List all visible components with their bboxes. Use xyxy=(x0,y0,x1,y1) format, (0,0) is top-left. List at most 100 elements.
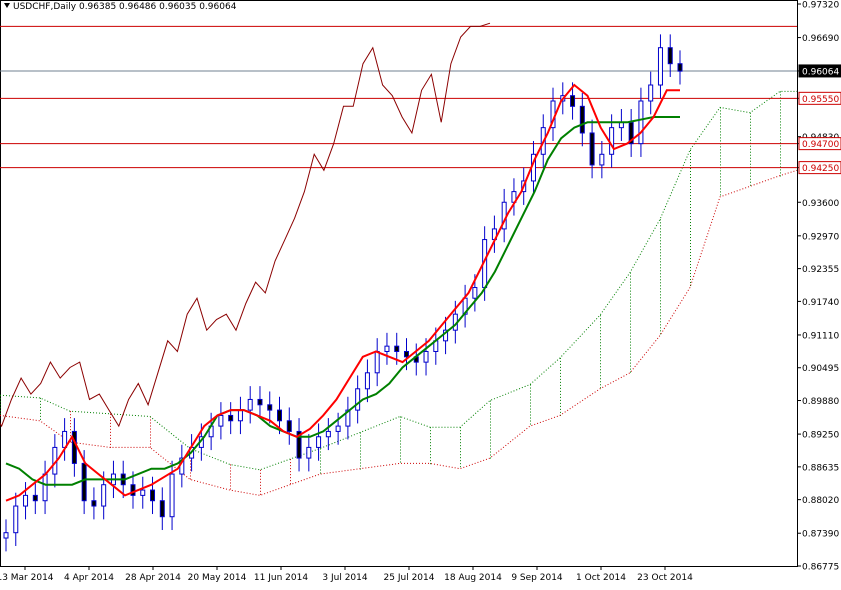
candle-body xyxy=(286,420,292,432)
kumo-dot xyxy=(660,246,661,248)
kumo-dot xyxy=(230,482,231,484)
kumo-dot xyxy=(560,375,561,377)
senkou-span-b-line xyxy=(0,169,798,496)
kumo-dot xyxy=(750,118,751,120)
kumo-dot xyxy=(720,131,721,133)
kumo-dot xyxy=(230,488,231,490)
kumo-dot xyxy=(690,165,691,167)
chart-title: USDCHF,Daily 0.96385 0.96486 0.96035 0.9… xyxy=(4,2,236,12)
kumo-dot xyxy=(690,162,691,164)
kumo-dot xyxy=(70,432,71,434)
candle-body xyxy=(648,84,654,102)
kumo-dot xyxy=(290,471,291,473)
kumo-dot xyxy=(460,439,461,441)
kumo-dot xyxy=(690,153,691,155)
kumo-dot xyxy=(150,431,151,433)
kumo-dot xyxy=(660,306,661,308)
kumo-dot xyxy=(430,460,431,462)
kumo-dot xyxy=(690,285,691,287)
x-tick-label: 9 Sep 2014 xyxy=(511,573,563,583)
kumo-dot xyxy=(720,119,721,121)
kumo-dot xyxy=(70,423,71,425)
candle-body xyxy=(638,100,644,145)
kumo-dot xyxy=(690,210,691,212)
y-tick-label: 0.94250 xyxy=(802,164,839,174)
kumo-dot xyxy=(530,417,531,419)
candle-body xyxy=(609,127,615,155)
candle-body xyxy=(71,430,77,464)
kumo-dot xyxy=(530,411,531,413)
kumo-dot xyxy=(660,237,661,239)
kumo-dot xyxy=(630,287,631,289)
kumo-dot xyxy=(660,264,661,266)
kumo-dot xyxy=(660,273,661,275)
kumo-dot xyxy=(750,145,751,147)
kumo-dot xyxy=(600,354,601,356)
kumo-dot xyxy=(260,472,261,474)
kumo-dot xyxy=(530,402,531,404)
kumo-dot xyxy=(690,177,691,179)
candle-body xyxy=(472,287,478,299)
kumo-dot xyxy=(40,397,41,399)
kumo-dot xyxy=(780,121,781,123)
price-label-box xyxy=(798,161,841,175)
kumo-dot xyxy=(260,493,261,495)
y-tick-label: 0.91740 xyxy=(802,298,839,308)
kumo-dot xyxy=(490,418,491,420)
candle-body xyxy=(32,494,38,502)
kumo-dot xyxy=(600,381,601,383)
kumo-dot xyxy=(530,420,531,422)
kumo-dot xyxy=(320,463,321,465)
kumo-dot xyxy=(430,430,431,432)
kumo-dot xyxy=(690,267,691,269)
kumo-dot xyxy=(630,350,631,352)
kumo-dot xyxy=(690,246,691,248)
kumo-dot xyxy=(110,431,111,433)
candle-body xyxy=(3,532,9,539)
kumo-dot xyxy=(490,412,491,414)
kumo-dot xyxy=(400,428,401,430)
kumo-dot xyxy=(600,315,601,317)
kumo-dot xyxy=(780,100,781,102)
kumo-dot xyxy=(490,406,491,408)
x-tick-label: 20 May 2014 xyxy=(188,573,247,583)
kumo-dot xyxy=(660,309,661,311)
kumo-dot xyxy=(750,178,751,180)
kumo-dot xyxy=(560,384,561,386)
kumo-dot xyxy=(110,419,111,421)
kumo-dot xyxy=(720,179,721,181)
kumo-dot xyxy=(660,222,661,224)
kumo-dot xyxy=(0,407,1,409)
kumo-dot xyxy=(780,127,781,129)
candle-body xyxy=(384,345,390,352)
kumo-dot xyxy=(690,207,691,209)
kumo-dot xyxy=(600,330,601,332)
kumo-dot xyxy=(720,110,721,112)
kumo-dot xyxy=(460,466,461,468)
kumo-dot xyxy=(190,466,191,468)
kumo-dot xyxy=(780,148,781,150)
kumo-dot xyxy=(230,479,231,481)
kumo-dot xyxy=(660,282,661,284)
kumo-dot xyxy=(720,188,721,190)
candle-body xyxy=(657,47,663,86)
kumo-dot xyxy=(750,157,751,159)
kumo-dot xyxy=(490,454,491,456)
chart-ohlc: 0.96385 0.96486 0.96035 0.96064 xyxy=(78,2,237,12)
candle-body xyxy=(42,473,48,502)
chart-symbol: USDCHF,Daily xyxy=(13,2,77,12)
kumo-dot xyxy=(660,228,661,230)
x-tick-label: 13 Mar 2014 xyxy=(0,573,54,583)
kumo-dot xyxy=(660,276,661,278)
kumo-dot xyxy=(690,231,691,233)
candle-body xyxy=(677,63,683,72)
kumo-dot xyxy=(720,146,721,148)
kumo-dot xyxy=(530,414,531,416)
kumo-dot xyxy=(630,371,631,373)
candle-body xyxy=(423,350,429,363)
candle-body xyxy=(169,473,175,518)
kumo-dot xyxy=(720,125,721,127)
kumo-dot xyxy=(630,347,631,349)
candle-body xyxy=(599,153,605,166)
